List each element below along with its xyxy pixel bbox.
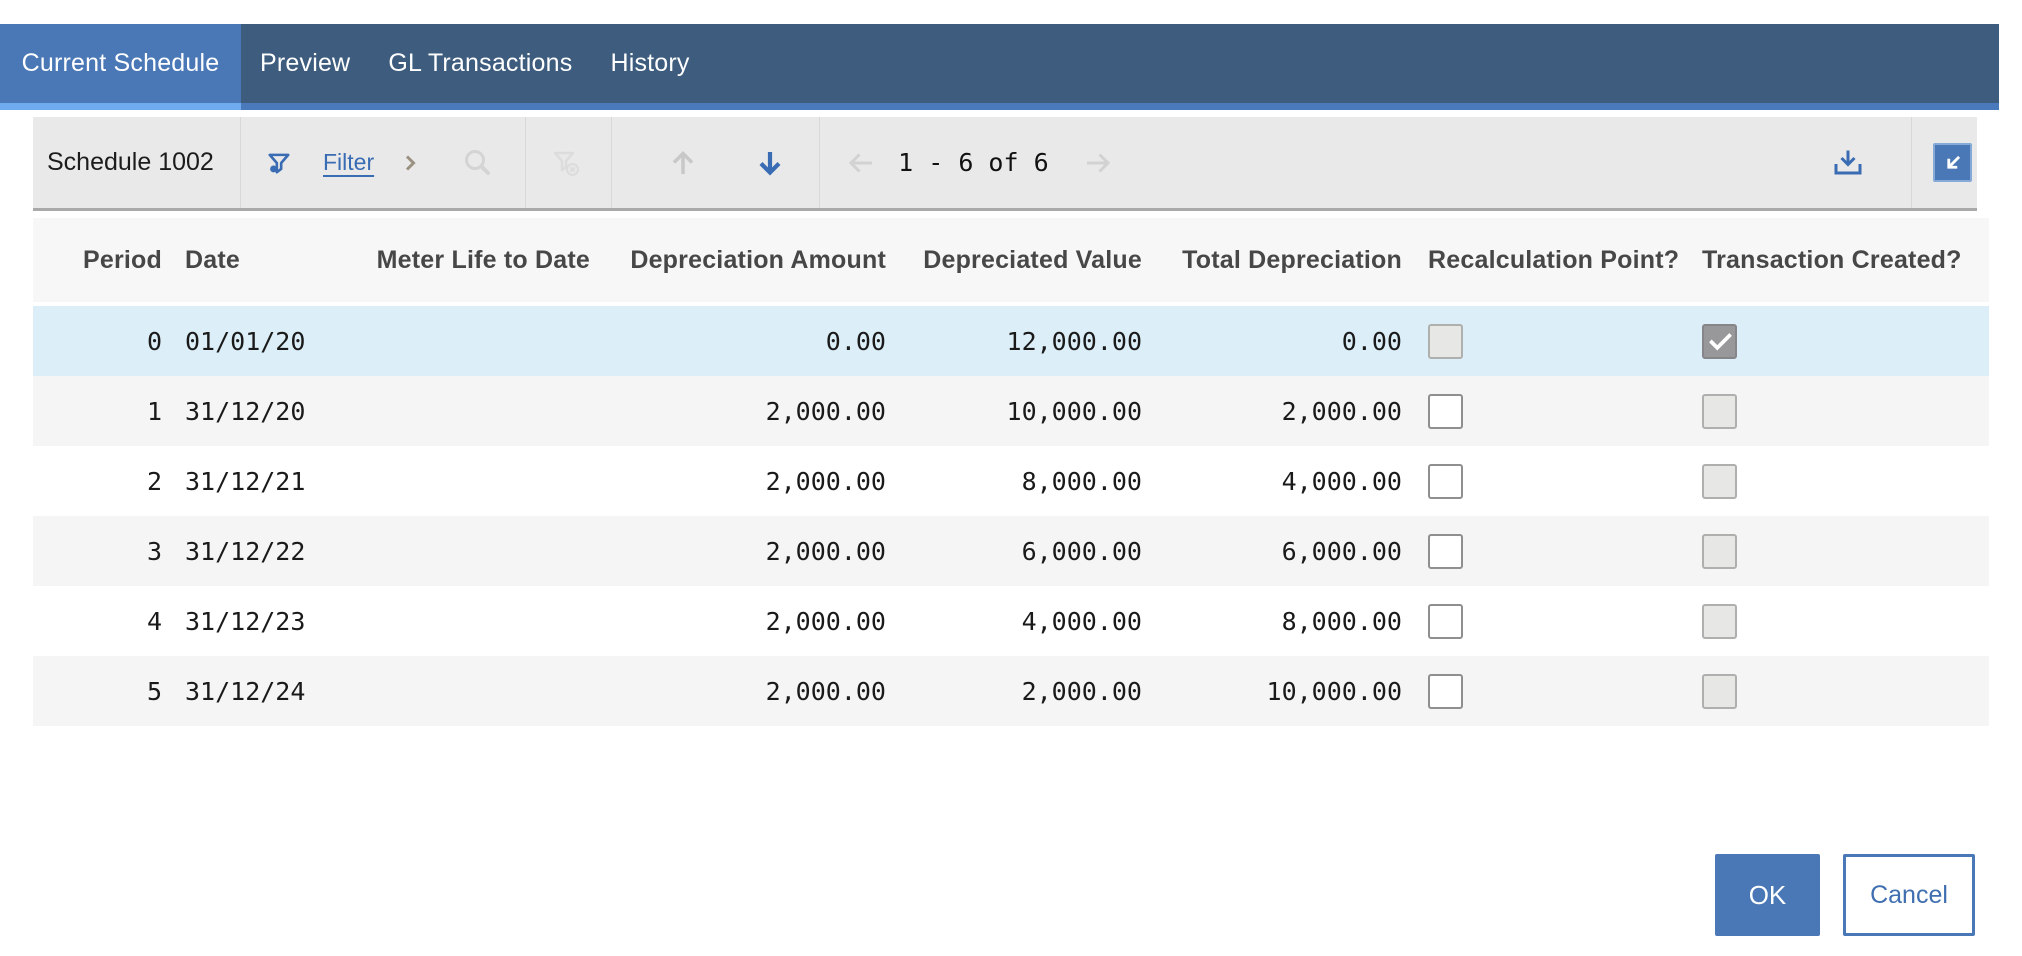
date-cell: 31/12/21 [185,466,306,496]
transaction-created-checkbox [1702,603,1737,639]
arrow-left-icon [846,149,874,177]
depreciated-value-cell: 8,000.00 [1021,466,1142,496]
table-row[interactable]: 3 31/12/22 2,000.00 6,000.00 6,000.00 [33,516,1989,586]
table-row[interactable]: 4 31/12/23 2,000.00 4,000.00 8,000.00 [33,586,1989,656]
tab-label: GL Transactions [388,49,573,77]
tab-label: Preview [260,49,351,77]
clear-filter-icon [549,146,583,180]
meter-life-cell [363,586,590,656]
col-recalculation-point: Recalculation Point? [1428,245,1680,274]
date-cell: 31/12/20 [185,396,306,426]
col-date: Date [185,245,240,274]
depreciation-amount-cell: 2,000.00 [765,536,886,566]
depreciated-value-cell: 2,000.00 [1021,676,1142,706]
arrow-up-icon [666,146,700,180]
date-cell: 31/12/22 [185,536,306,566]
total-depreciation-cell: 0.00 [1341,326,1402,356]
chevron-right-icon[interactable] [402,152,418,174]
period-cell: 4 [146,606,162,636]
tab-history[interactable]: History [591,24,708,103]
transaction-created-checkbox [1702,533,1737,569]
schedule-label: Schedule 1002 [47,148,214,176]
table-toolbar: Schedule 1002 Filter [33,117,1977,211]
total-depreciation-cell: 8,000.00 [1281,606,1402,636]
toolbar-divider [525,117,527,208]
toolbar-divider [1911,117,1912,208]
tab-bar-bottom-strip [0,103,1999,110]
tab-gl-transactions[interactable]: GL Transactions [369,24,591,103]
recalculation-checkbox[interactable] [1428,603,1463,639]
period-cell: 1 [146,396,162,426]
total-depreciation-cell: 4,000.00 [1281,466,1402,496]
tab-label: Current Schedule [21,49,220,77]
arrow-right-icon [1085,149,1113,177]
depreciation-amount-cell: 2,000.00 [765,396,886,426]
date-cell: 31/12/23 [185,606,306,636]
tab-current-schedule[interactable]: Current Schedule [0,24,241,103]
meter-life-cell [363,656,590,726]
total-depreciation-cell: 10,000.00 [1266,676,1402,706]
table-row[interactable]: 0 01/01/20 0.00 12,000.00 0.00 [33,306,1989,376]
depreciated-value-cell: 4,000.00 [1021,606,1142,636]
date-cell: 01/01/20 [185,326,306,356]
recalculation-checkbox[interactable] [1428,393,1463,429]
cancel-button[interactable]: Cancel [1843,854,1975,936]
col-transaction-created: Transaction Created? [1702,245,1962,274]
meter-life-cell [363,376,590,446]
col-depreciated-value: Depreciated Value [923,245,1142,274]
search-icon [462,147,494,179]
depreciation-amount-cell: 2,000.00 [765,606,886,636]
transaction-created-checkbox [1702,323,1737,359]
depreciation-amount-cell: 2,000.00 [765,466,886,496]
meter-life-cell [363,446,590,516]
toolbar-divider [611,117,613,208]
table-row[interactable]: 1 31/12/20 2,000.00 10,000.00 2,000.00 [33,376,1989,446]
depreciated-value-cell: 6,000.00 [1021,536,1142,566]
recalculation-checkbox[interactable] [1428,533,1463,569]
col-period: Period [83,245,162,274]
arrow-down-left-icon [1938,148,1968,178]
meter-life-cell [363,306,590,376]
recalculation-checkbox[interactable] [1428,463,1463,499]
schedule-table: 0 01/01/20 0.00 12,000.00 0.00 1 31/12/2… [33,306,1989,726]
tab-bar: Current Schedule Preview GL Transactions… [0,24,1999,103]
tab-preview[interactable]: Preview [241,24,369,103]
filter-link[interactable]: Filter [323,149,375,175]
col-depreciation-amount: Depreciation Amount [630,245,886,274]
toolbar-divider [819,117,821,208]
table-header: Period Date Meter Life to Date Depreciat… [33,218,1989,302]
total-depreciation-cell: 6,000.00 [1281,536,1402,566]
toolbar-divider [240,117,241,208]
period-cell: 3 [146,536,162,566]
depreciation-amount-cell: 0.00 [825,326,886,356]
arrow-down-icon[interactable] [753,146,787,180]
total-depreciation-cell: 2,000.00 [1281,396,1402,426]
ok-button[interactable]: OK [1715,854,1820,936]
transaction-created-checkbox [1702,463,1737,499]
col-total-depreciation: Total Depreciation [1182,245,1402,274]
pagination-label: 1 - 6 of 6 [898,148,1049,177]
filter-funnel-icon[interactable] [266,150,292,176]
depreciated-value-cell: 12,000.00 [1006,326,1142,356]
col-meter-life: Meter Life to Date [376,245,590,274]
period-cell: 2 [146,466,162,496]
tab-label: History [610,49,690,77]
download-icon[interactable] [1831,146,1865,180]
depreciated-value-cell: 10,000.00 [1006,396,1142,426]
table-row[interactable]: 2 31/12/21 2,000.00 8,000.00 4,000.00 [33,446,1989,516]
recalculation-checkbox[interactable] [1428,673,1463,709]
active-tab-underline [0,103,241,110]
meter-life-cell [363,516,590,586]
date-cell: 31/12/24 [185,676,306,706]
recalculation-checkbox [1428,323,1463,359]
period-cell: 5 [146,676,162,706]
table-row[interactable]: 5 31/12/24 2,000.00 2,000.00 10,000.00 [33,656,1989,726]
transaction-created-checkbox [1702,393,1737,429]
minimize-button[interactable] [1933,143,1972,182]
period-cell: 0 [146,326,162,356]
transaction-created-checkbox [1702,673,1737,709]
depreciation-amount-cell: 2,000.00 [765,676,886,706]
